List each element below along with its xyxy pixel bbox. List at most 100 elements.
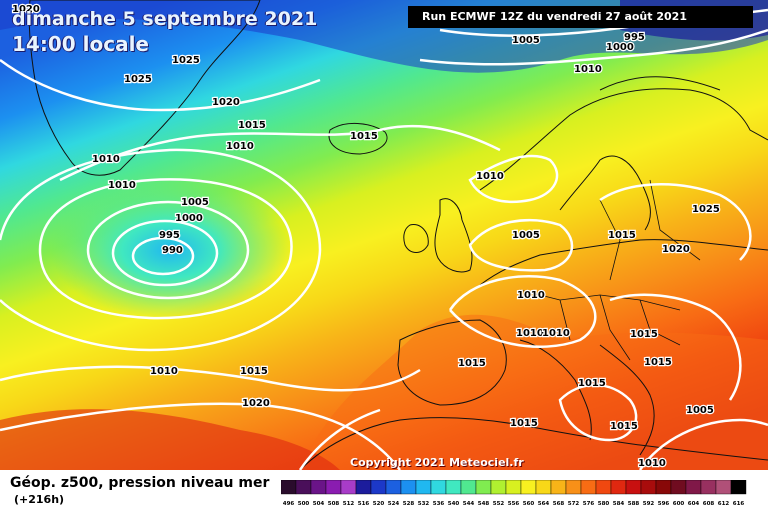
isobar-label: 1025: [124, 74, 152, 85]
isobar-label: 1010: [92, 154, 120, 165]
isobar-labels: 1020 1025 1025 1020 1015 1010 1015 1010 …: [11, 3, 721, 470]
isobars: [0, 8, 768, 470]
scale-swatch: [490, 480, 507, 495]
scale-label: 556: [508, 501, 520, 507]
scale-label: 508: [328, 501, 340, 507]
isobar-label: 1020: [242, 398, 270, 409]
country-borders: [519, 179, 701, 361]
scale-swatch: [670, 480, 687, 495]
scale-swatch: [355, 480, 372, 495]
scale-swatch: [520, 480, 537, 495]
scale-swatch: [415, 480, 432, 495]
scale-swatch: [550, 480, 567, 495]
scale-swatch: [400, 480, 417, 495]
scale-swatch: [715, 480, 732, 495]
scale-label: 504: [313, 501, 325, 507]
scale-swatch: [505, 480, 522, 495]
isobar-label: 1010: [150, 366, 178, 377]
isobar-label: 1015: [458, 358, 486, 369]
scale-swatch: [685, 480, 702, 495]
scandinavia-coast: [479, 76, 768, 231]
scale-swatch: [595, 480, 612, 495]
model-run-info: Run ECMWF 12Z du vendredi 27 août 2021: [408, 6, 753, 28]
scale-label: 516: [358, 501, 370, 507]
scale-label: 536: [433, 501, 445, 507]
scale-swatch: [580, 480, 597, 495]
scale-label: 576: [583, 501, 595, 507]
scale-swatch: [295, 480, 312, 495]
isobar-label: 995: [159, 230, 180, 241]
isobar-label: 1005: [686, 405, 714, 416]
scale-label: 612: [718, 501, 730, 507]
scale-label: 520: [373, 501, 385, 507]
isobar-label: 990: [162, 245, 183, 256]
isobar-label: 1015: [238, 120, 266, 131]
isobar-label: 1020: [212, 97, 240, 108]
scale-swatch: [281, 480, 297, 495]
scale-label: 544: [463, 501, 475, 507]
isobar-label: 1010: [516, 328, 544, 339]
isobar-label: 1020: [662, 244, 690, 255]
scale-swatch: [610, 480, 627, 495]
british-isles-coast: [403, 198, 473, 273]
forecast-date: dimanche 5 septembre 2021: [12, 8, 318, 30]
scale-label: 564: [538, 501, 550, 507]
scale-label: 572: [568, 501, 580, 507]
scale-label: 584: [613, 501, 625, 507]
scale-label: 528: [403, 501, 415, 507]
legend-title: Géop. z500, pression niveau mer: [10, 475, 270, 491]
isobar-label: 1015: [510, 418, 538, 429]
scale-label: 600: [673, 501, 685, 507]
isobar-label: 1015: [350, 131, 378, 142]
weather-map: 1020 1025 1025 1020 1015 1010 1015 1010 …: [0, 0, 768, 470]
forecast-time: 14:00 locale: [12, 32, 149, 56]
isobar-label: 1015: [608, 230, 636, 241]
scale-swatch: [370, 480, 387, 495]
scale-swatch: [625, 480, 642, 495]
isobar-label: 1015: [240, 366, 268, 377]
isobar-label: 1010: [242, 398, 270, 409]
isobar-label: 1000: [606, 42, 634, 53]
isobar-label: 1005: [512, 230, 540, 241]
scale-swatch: [385, 480, 402, 495]
isobar-label: 1010: [476, 171, 504, 182]
isobar-label: 1010: [517, 290, 545, 301]
scale-label: 512: [343, 501, 355, 507]
scale-swatch: [310, 480, 327, 495]
isobar-label: 1025: [692, 204, 720, 215]
scale-swatch: [340, 480, 357, 495]
scale-label: 568: [553, 501, 565, 507]
scale-swatch: [655, 480, 672, 495]
isobar-label: 1005: [181, 197, 209, 208]
scale-label: 580: [598, 501, 610, 507]
iceland-coast: [328, 123, 388, 155]
isobar-label: 1005: [512, 230, 540, 241]
isobar-label: 1010: [542, 328, 570, 339]
scale-label: 524: [388, 501, 400, 507]
scale-label: 540: [448, 501, 460, 507]
scale-label: 596: [658, 501, 670, 507]
scale-label: 560: [523, 501, 535, 507]
scale-swatch: [640, 480, 657, 495]
isobar-label: 1010: [574, 64, 602, 75]
scale-label: 552: [493, 501, 505, 507]
isobar-label: 1015: [644, 357, 672, 368]
europe-coast: [397, 239, 768, 456]
scale-label: 616: [733, 501, 745, 507]
isobar-label: 1025: [172, 55, 200, 66]
scale-swatch: [700, 480, 717, 495]
isobar-label: 1020: [12, 4, 40, 15]
scale-swatch: [475, 480, 492, 495]
scale-label: 604: [688, 501, 700, 507]
scale-label: 608: [703, 501, 715, 507]
isobar-label: 1005: [512, 35, 540, 46]
isobar-label: 995: [624, 32, 645, 43]
scale-label: 588: [628, 501, 640, 507]
scale-label: 532: [418, 501, 430, 507]
copyright: Copyright 2021 Meteociel.fr: [350, 456, 524, 469]
scale-swatch: [730, 480, 747, 495]
isobar-label: 1015: [610, 421, 638, 432]
isobar-label: 1015: [630, 329, 658, 340]
scale-swatch: [325, 480, 342, 495]
scale-label: 548: [478, 501, 490, 507]
